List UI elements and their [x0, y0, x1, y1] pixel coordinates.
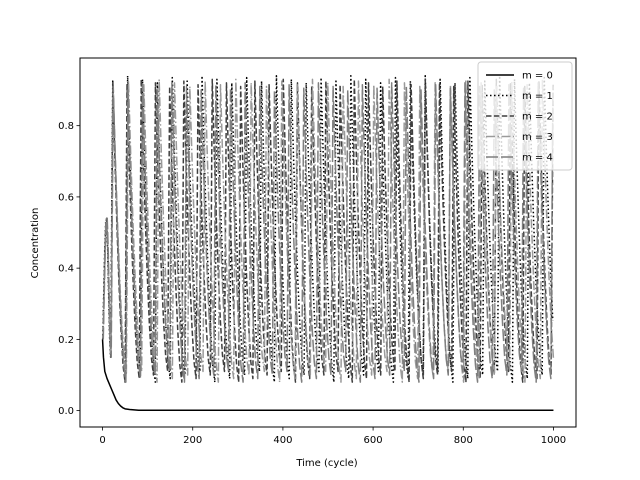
legend: m = 0 m = 1 m = 2 m = 3 m = 4 — [477, 61, 573, 171]
x-axis-label: Time (cycle) — [295, 458, 357, 469]
legend-label-m3: m = 3 — [522, 132, 553, 143]
series-line-m4 — [102, 82, 554, 383]
y-axis: 0.0 0.2 0.4 0.6 0.8 — [58, 121, 80, 417]
x-tick-label: 1000 — [541, 435, 566, 446]
legend-label-m2: m = 2 — [522, 112, 553, 123]
x-tick-label: 200 — [183, 435, 202, 446]
series-line-m1 — [101, 75, 554, 383]
y-axis-label: Concentration — [30, 208, 41, 279]
x-tick-label: 400 — [273, 435, 292, 446]
plot-frame — [79, 57, 577, 428]
x-axis: 0 200 400 600 800 1000 — [99, 427, 566, 446]
legend-label-m0: m = 0 — [522, 71, 553, 82]
legend-box — [477, 61, 573, 171]
y-tick-label: 0.6 — [58, 192, 74, 203]
y-tick-label: 0.0 — [58, 406, 74, 417]
x-tick-label: 600 — [364, 435, 383, 446]
x-tick-label: 0 — [99, 435, 105, 446]
y-tick-label: 0.8 — [58, 121, 74, 132]
series-line-m0 — [101, 339, 554, 412]
series-layer — [101, 75, 555, 412]
y-tick-label: 0.2 — [58, 335, 74, 346]
legend-label-m1: m = 1 — [522, 91, 553, 102]
legend-label-m4: m = 4 — [522, 153, 553, 164]
y-tick-label: 0.4 — [58, 264, 74, 275]
x-tick-label: 800 — [454, 435, 473, 446]
